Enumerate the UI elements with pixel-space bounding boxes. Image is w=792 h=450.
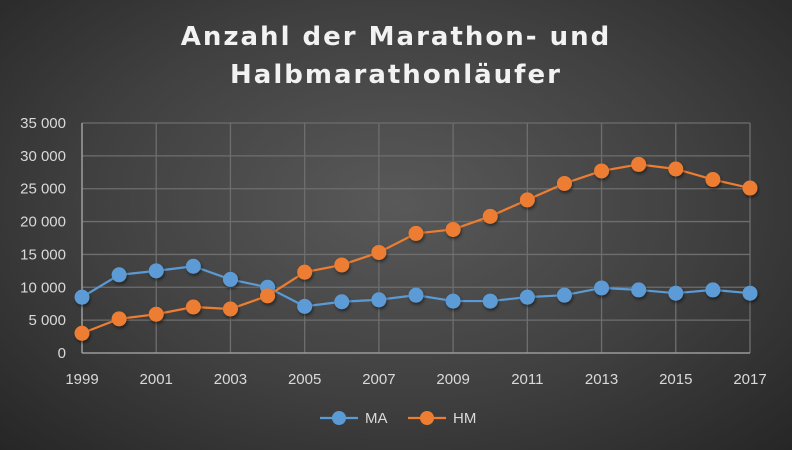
series-line-hm: [81, 163, 751, 335]
data-point-ma: [742, 285, 758, 301]
data-point-ma: [482, 293, 498, 309]
data-point-hm: [222, 301, 238, 317]
chart-title: Anzahl der Marathon- und Halbmarathonläu…: [0, 18, 792, 94]
y-tick-label: 25 000: [20, 181, 66, 198]
x-tick-label: 2003: [214, 371, 247, 388]
data-point-ma: [371, 292, 387, 308]
data-point-hm: [556, 175, 572, 191]
x-tick-label: 1999: [65, 371, 98, 388]
data-point-ma: [297, 298, 313, 314]
data-point-ma: [594, 280, 610, 296]
data-point-hm: [260, 288, 276, 304]
y-tick-label: 5 000: [28, 312, 66, 329]
data-point-ma: [631, 282, 647, 298]
y-tick-label: 30 000: [20, 148, 66, 165]
data-point-hm: [371, 244, 387, 260]
data-point-ma: [445, 293, 461, 309]
data-point-hm: [297, 264, 313, 280]
y-tick-label: 0: [58, 345, 66, 362]
data-point-ma: [668, 285, 684, 301]
data-point-hm: [185, 299, 201, 315]
data-point-hm: [668, 161, 684, 177]
x-tick-label: 2017: [733, 371, 766, 388]
x-tick-label: 2011: [511, 371, 543, 388]
data-point-hm: [482, 208, 498, 224]
legend-label-hm: HM: [453, 410, 476, 427]
data-point-hm: [705, 172, 721, 188]
data-point-hm: [148, 306, 164, 322]
data-point-ma: [334, 294, 350, 310]
x-tick-label: 2013: [585, 371, 618, 388]
data-point-hm: [519, 192, 535, 208]
x-tick-label: 2007: [362, 371, 395, 388]
chart-title-line-1: Anzahl der Marathon- und: [180, 22, 612, 52]
data-point-ma: [74, 289, 90, 305]
legend-label-ma: MA: [365, 410, 388, 427]
data-point-ma: [408, 287, 424, 303]
data-point-ma: [111, 267, 127, 283]
data-point-hm: [742, 180, 758, 196]
x-tick-label: 2005: [288, 371, 321, 388]
y-tick-label: 35 000: [20, 115, 66, 132]
data-point-ma: [519, 289, 535, 305]
data-point-ma: [556, 287, 572, 303]
y-tick-label: 20 000: [20, 214, 66, 231]
y-tick-label: 15 000: [20, 246, 66, 263]
legend-marker-hm: [420, 411, 434, 425]
data-point-hm: [334, 257, 350, 273]
x-tick-label: 2001: [140, 371, 173, 388]
data-point-ma: [148, 263, 164, 279]
x-tick-label: 2009: [436, 371, 469, 388]
legend-marker-ma: [332, 411, 346, 425]
data-point-hm: [111, 311, 127, 327]
data-point-hm: [74, 325, 90, 341]
chart-title-line-2: Halbmarathonläufer: [230, 60, 562, 90]
y-tick-label: 10 000: [20, 279, 66, 296]
data-point-hm: [631, 156, 647, 172]
data-point-hm: [445, 221, 461, 237]
x-tick-label: 2015: [659, 371, 692, 388]
data-point-ma: [705, 282, 721, 298]
data-point-ma: [222, 271, 238, 287]
data-point-hm: [594, 163, 610, 179]
data-point-hm: [408, 225, 424, 241]
data-point-ma: [185, 258, 201, 274]
